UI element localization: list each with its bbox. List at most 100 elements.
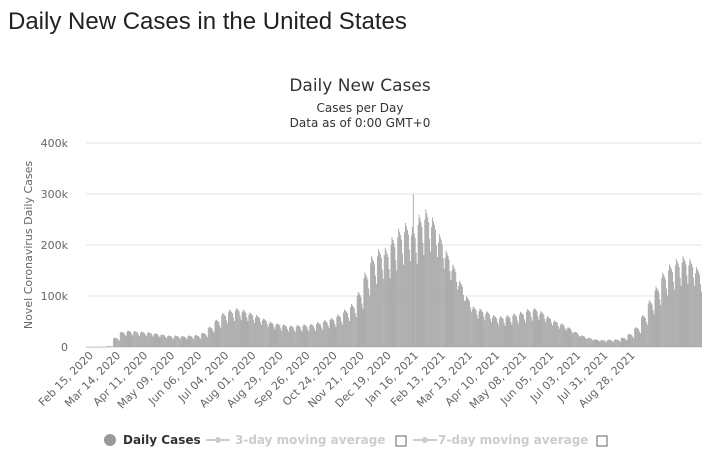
bar: [538, 319, 540, 347]
bar: [401, 239, 403, 347]
bar: [99, 346, 101, 348]
bar: [408, 249, 410, 347]
bar: [118, 340, 120, 347]
bar: [638, 329, 639, 347]
bar: [198, 336, 199, 347]
legend-item-7day-average[interactable]: 7-day moving average: [413, 433, 608, 447]
bar: [553, 322, 554, 347]
bar: [227, 323, 228, 347]
bar: [177, 336, 179, 347]
bar: [420, 222, 422, 347]
bar: [487, 312, 489, 347]
bar: [520, 311, 521, 347]
bar: [628, 333, 630, 347]
bar: [273, 327, 275, 347]
bar: [548, 317, 550, 347]
bar: [456, 281, 458, 347]
bar: [366, 276, 368, 347]
bar: [627, 334, 629, 347]
legend-checkbox-7day[interactable]: [596, 435, 608, 447]
bar: [434, 224, 435, 347]
bar: [397, 237, 399, 347]
bar: [616, 339, 618, 347]
bar: [124, 334, 126, 347]
bar: [282, 326, 284, 347]
bar: [565, 330, 567, 347]
bar: [244, 311, 246, 347]
bar: [484, 320, 486, 347]
bar: [504, 325, 506, 347]
bar: [333, 320, 335, 347]
bar: [518, 323, 520, 347]
bar: [271, 323, 273, 347]
bar: [357, 291, 359, 347]
bar: [369, 295, 371, 347]
bar: [621, 337, 623, 347]
legend-item-3day-average[interactable]: 3-day moving average: [206, 433, 407, 447]
bar: [262, 320, 263, 347]
bar: [558, 328, 560, 347]
bar: [197, 335, 198, 347]
bar: [154, 333, 156, 347]
bar: [292, 327, 294, 347]
bar: [700, 284, 701, 347]
bar: [594, 339, 596, 347]
bar: [508, 316, 510, 347]
bar: [400, 235, 402, 347]
y-tick-label: 100k: [41, 290, 69, 303]
bar: [111, 346, 112, 347]
bar: [613, 341, 614, 347]
bar: [464, 301, 465, 347]
legend-checkbox-3day[interactable]: [395, 435, 407, 447]
bar: [644, 318, 646, 347]
bar: [691, 263, 693, 347]
legend-label-3day: 3-day moving average: [235, 433, 385, 447]
bar: [597, 340, 599, 347]
bar: [312, 325, 314, 347]
legend: Daily Cases 3-day moving average 7-day m…: [104, 433, 608, 447]
bar: [180, 336, 182, 347]
bar: [503, 322, 505, 347]
bar: [338, 315, 340, 347]
bar: [465, 300, 466, 347]
bar: [254, 322, 256, 347]
bar: [498, 318, 500, 347]
bar: [355, 317, 357, 347]
bar: [595, 339, 597, 347]
bar: [286, 326, 287, 347]
bar: [115, 338, 117, 347]
bar: [181, 335, 183, 347]
bar: [617, 340, 619, 347]
bar: [446, 253, 448, 347]
bar: [117, 339, 119, 347]
bar: [502, 319, 504, 347]
bar: [606, 342, 608, 347]
bar: [439, 237, 441, 347]
legend-item-daily-cases[interactable]: Daily Cases: [104, 433, 201, 447]
bar: [371, 256, 373, 347]
bar: [603, 340, 605, 347]
bar: [374, 264, 375, 347]
bar: [311, 324, 313, 347]
bar: [611, 340, 612, 347]
bar: [208, 326, 210, 347]
bar: [337, 314, 339, 347]
bar: [134, 331, 136, 347]
bar: [243, 310, 245, 347]
bar: [573, 332, 575, 347]
bar: [125, 336, 127, 347]
bar: [164, 335, 166, 347]
bar: [598, 340, 600, 347]
bar: [544, 318, 546, 347]
bar: [404, 232, 405, 347]
bar: [650, 302, 652, 347]
bar: [637, 328, 638, 347]
chart-subtitle: Cases per Day: [317, 101, 404, 115]
bar: [418, 214, 420, 347]
bar: [563, 325, 565, 347]
bar: [350, 304, 352, 347]
bar: [384, 247, 386, 347]
bar: [596, 339, 598, 347]
bar: [170, 336, 171, 347]
bar: [690, 261, 692, 347]
